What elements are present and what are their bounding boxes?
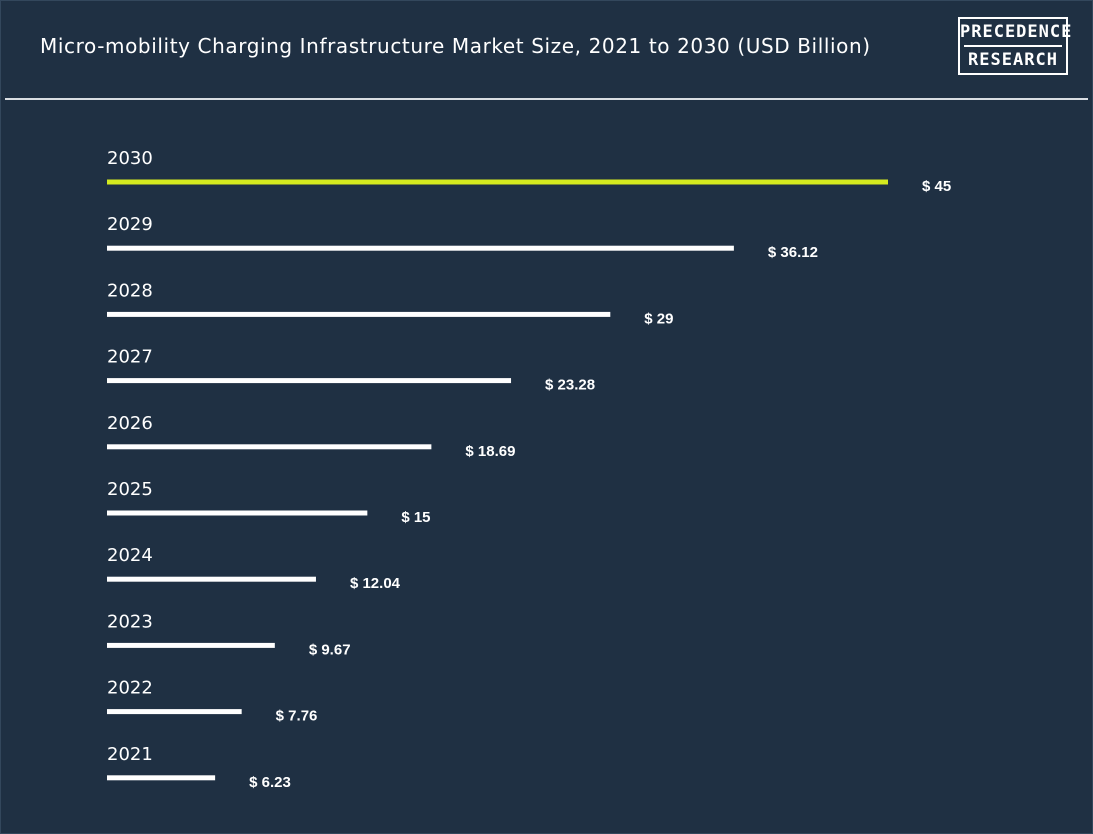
bar — [107, 775, 216, 781]
bar — [107, 245, 734, 251]
data-label: $ 15 — [401, 509, 430, 526]
bar — [107, 642, 275, 648]
logo-rule — [964, 45, 1062, 47]
precedence-research-logo: PRECEDENCE RESEARCH — [958, 17, 1073, 75]
logo-line-2: RESEARCH — [968, 50, 1058, 70]
year-label: 2023 — [107, 611, 153, 632]
data-label: $ 12.04 — [350, 575, 401, 592]
bar — [107, 179, 888, 185]
year-label: 2025 — [107, 479, 153, 500]
data-label: $ 45 — [922, 178, 951, 195]
year-label: 2022 — [107, 678, 153, 699]
logo-line-1: PRECEDENCE — [960, 22, 1073, 42]
bar — [107, 510, 368, 516]
data-label: $ 29 — [644, 310, 673, 327]
data-label: $ 7.76 — [276, 708, 318, 725]
year-label: 2029 — [107, 214, 153, 235]
data-label: $ 9.67 — [309, 641, 351, 658]
bar — [107, 444, 432, 450]
year-label: 2027 — [107, 347, 153, 368]
bar — [107, 311, 611, 317]
bar — [107, 576, 316, 582]
year-label: 2026 — [107, 413, 153, 434]
data-label: $ 36.12 — [768, 244, 818, 261]
data-label: $ 6.23 — [249, 774, 291, 791]
year-label: 2030 — [107, 148, 153, 169]
year-label: 2024 — [107, 545, 153, 566]
bar — [107, 709, 242, 715]
bar — [107, 378, 512, 384]
header-divider — [5, 98, 1088, 100]
data-label: $ 18.69 — [465, 443, 515, 460]
year-label: 2028 — [107, 280, 153, 301]
year-label: 2021 — [107, 744, 153, 765]
chart-title: Micro-mobility Charging Infrastructure M… — [40, 34, 871, 58]
data-label: $ 23.28 — [545, 377, 595, 394]
